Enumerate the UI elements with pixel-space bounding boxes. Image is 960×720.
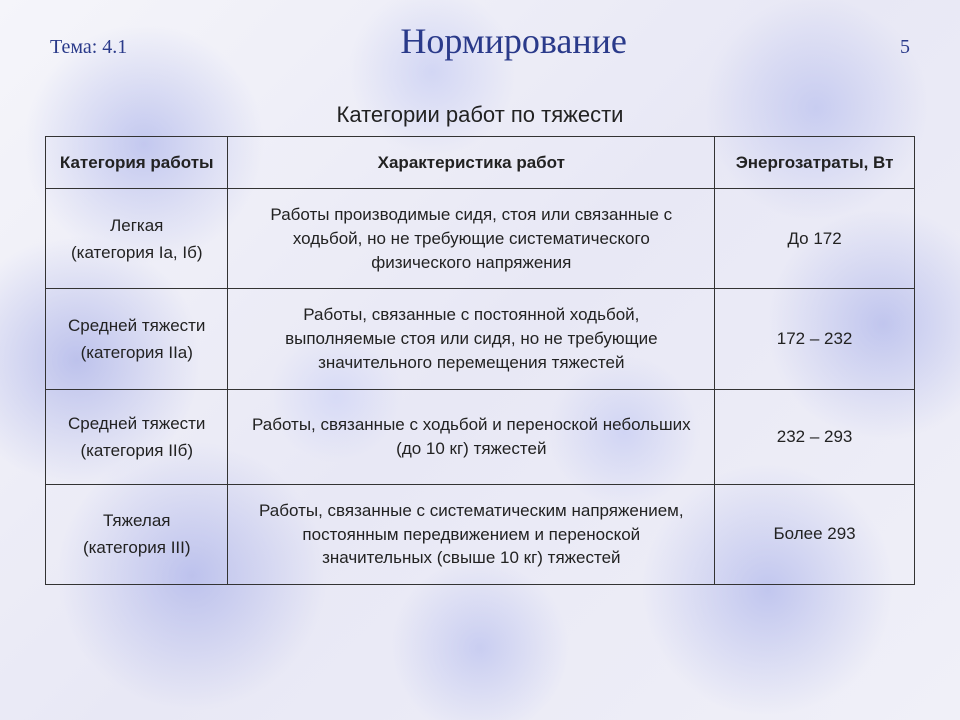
cell-category: Легкая (категория Iа, Iб) [46,189,228,289]
cell-category: Тяжелая (категория III) [46,484,228,584]
cell-energy: 172 – 232 [715,289,915,389]
cell-category: Средней тяжести (категория IIа) [46,289,228,389]
category-name: Тяжелая [103,511,170,530]
cell-energy: Более 293 [715,484,915,584]
table-subtitle: Категории работ по тяжести [0,102,960,128]
table-row: Тяжелая (категория III) Работы, связанны… [46,484,915,584]
slide-header: Тема: 4.1 Нормирование 5 [0,0,960,72]
category-name: Средней тяжести [68,414,205,433]
slide-title: Нормирование [127,20,900,62]
table-row: Средней тяжести (категория IIа) Работы, … [46,289,915,389]
table-row: Легкая (категория Iа, Iб) Работы произво… [46,189,915,289]
cell-category: Средней тяжести (категория IIб) [46,389,228,484]
categories-table: Категория работы Характеристика работ Эн… [45,136,915,585]
cell-energy: До 172 [715,189,915,289]
col-header-description: Характеристика работ [228,137,715,189]
category-name: Средней тяжести [68,316,205,335]
page-number: 5 [900,36,910,59]
cell-energy: 232 – 293 [715,389,915,484]
category-code: (категория III) [83,538,191,557]
topic-label: Тема: 4.1 [50,36,127,59]
category-name: Легкая [110,216,163,235]
cell-description: Работы, связанные с ходьбой и переноской… [228,389,715,484]
category-code: (категория Iа, Iб) [71,243,203,262]
table-row: Средней тяжести (категория IIб) Работы, … [46,389,915,484]
col-header-category: Категория работы [46,137,228,189]
category-code: (категория IIб) [80,441,193,460]
category-code: (категория IIа) [81,343,193,362]
cell-description: Работы производимые сидя, стоя или связа… [228,189,715,289]
cell-description: Работы, связанные с постоянной ходьбой, … [228,289,715,389]
col-header-energy: Энергозатраты, Вт [715,137,915,189]
table-container: Категория работы Характеристика работ Эн… [0,136,960,585]
table-header-row: Категория работы Характеристика работ Эн… [46,137,915,189]
cell-description: Работы, связанные с систематическим напр… [228,484,715,584]
